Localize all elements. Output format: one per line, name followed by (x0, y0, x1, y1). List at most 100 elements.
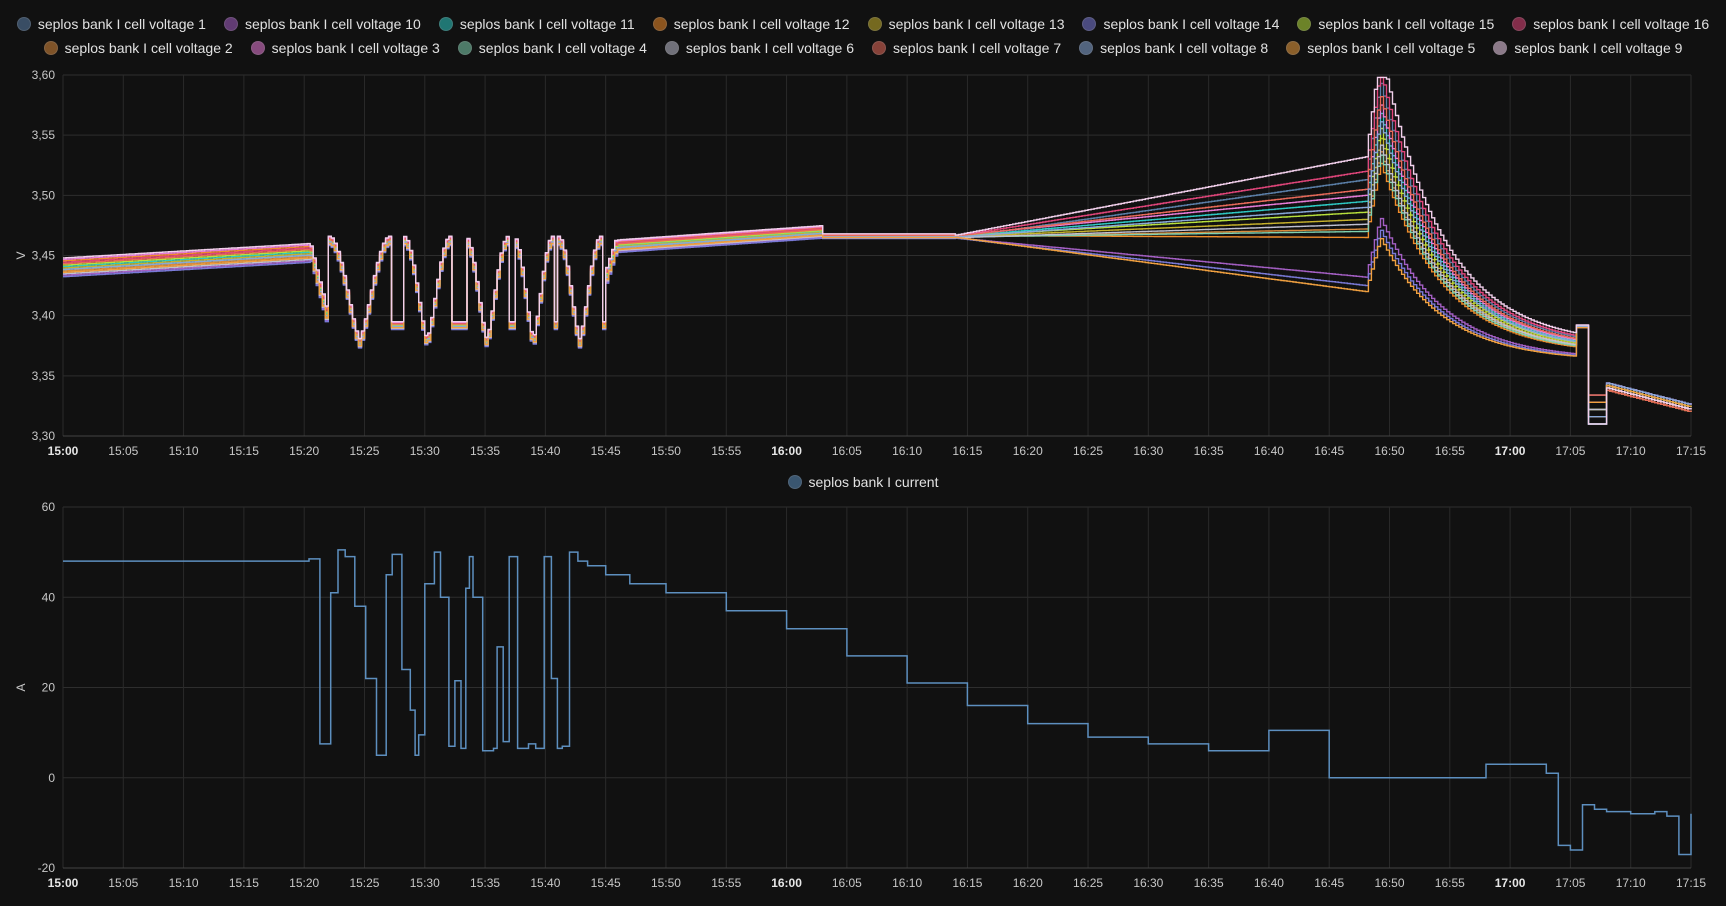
x-tick-label: 15:40 (530, 876, 560, 890)
x-tick-label: 15:35 (470, 444, 500, 458)
legend-swatch (1079, 41, 1094, 55)
x-tick-label: 16:00 (771, 444, 802, 458)
x-tick-label: 16:50 (1375, 876, 1405, 890)
legend-item[interactable]: seplos bank I cell voltage 11 (438, 16, 635, 32)
x-tick-label: 16:15 (952, 444, 982, 458)
x-tick-label: 16:25 (1073, 876, 1103, 890)
x-tick-label: 15:15 (229, 444, 259, 458)
legend-label: seplos bank I cell voltage 9 (1514, 40, 1683, 56)
legend-item[interactable]: seplos bank I cell voltage 8 (1079, 40, 1268, 56)
x-tick-label: 17:15 (1676, 444, 1706, 458)
x-tick-label: 16:40 (1254, 444, 1284, 458)
y-tick-label: 20 (42, 681, 56, 695)
x-tick-label: 15:50 (651, 444, 681, 458)
x-tick-label: 16:50 (1375, 444, 1405, 458)
legend-label: seplos bank I cell voltage 1 (37, 16, 206, 32)
legend-label: seplos bank I cell voltage 5 (1307, 40, 1476, 56)
y-tick-label: 3,55 (32, 128, 56, 142)
legend-swatch (1082, 17, 1097, 31)
x-tick-label: 15:25 (349, 444, 379, 458)
legend-item[interactable]: seplos bank I cell voltage 3 (250, 40, 440, 56)
legend-swatch (250, 41, 265, 55)
voltage-series-line (63, 121, 1692, 418)
x-tick-label: 15:10 (169, 876, 199, 890)
x-tick-label: 15:45 (591, 444, 621, 458)
legend-swatch (1286, 41, 1301, 55)
legend-swatch (872, 41, 886, 55)
x-tick-label: 17:10 (1616, 876, 1646, 890)
x-tick-label: 17:00 (1495, 876, 1526, 890)
legend-label: seplos bank I cell voltage 12 (673, 16, 850, 32)
legend-item[interactable]: seplos bank I current (787, 474, 939, 490)
x-tick-label: 16:10 (892, 876, 922, 890)
y-axis-label: V (14, 251, 28, 259)
x-tick-label: 15:00 (48, 444, 79, 458)
legend-item[interactable]: seplos bank I cell voltage 2 (43, 40, 233, 56)
x-tick-label: 16:55 (1435, 444, 1465, 458)
legend-label: seplos bank I cell voltage 7 (893, 40, 1062, 56)
x-tick-label: 16:20 (1013, 444, 1043, 458)
x-tick-label: 16:05 (832, 444, 862, 458)
x-tick-label: 16:35 (1194, 876, 1224, 890)
x-tick-label: 15:35 (470, 876, 500, 890)
voltage-series-line (63, 234, 1692, 408)
legend-swatch (43, 41, 58, 55)
x-tick-label: 17:05 (1555, 876, 1585, 890)
x-tick-label: 15:55 (711, 444, 741, 458)
x-tick-label: 16:30 (1133, 876, 1163, 890)
current-series-line (63, 549, 1692, 856)
x-tick-label: 15:00 (48, 876, 79, 890)
legend-swatch (867, 17, 882, 31)
y-axis-label: A (14, 683, 28, 691)
legend-item[interactable]: seplos bank I cell voltage 13 (867, 16, 1065, 32)
legend-item[interactable]: seplos bank I cell voltage 4 (457, 40, 647, 56)
x-tick-label: 15:45 (591, 876, 621, 890)
legend-item[interactable]: seplos bank I cell voltage 15 (1297, 16, 1494, 32)
voltage-series-group (63, 76, 1692, 425)
x-tick-label: 16:25 (1073, 444, 1103, 458)
legend-item[interactable]: seplos bank I cell voltage 7 (872, 40, 1061, 56)
voltage-series-line (63, 76, 1692, 425)
legend-item[interactable]: seplos bank I cell voltage 14 (1082, 16, 1279, 32)
x-tick-label: 15:05 (108, 876, 138, 890)
y-tick-label: -20 (38, 861, 56, 875)
x-tick-label: 15:15 (229, 876, 259, 890)
legend-swatch (664, 41, 679, 55)
legend-swatch (1512, 17, 1527, 31)
x-tick-label: 17:05 (1555, 444, 1585, 458)
x-tick-label: 17:00 (1495, 444, 1526, 458)
x-tick-label: 16:55 (1435, 876, 1465, 890)
x-tick-label: 16:45 (1314, 444, 1344, 458)
legend-label: seplos bank I cell voltage 13 (888, 16, 1065, 32)
x-tick-label: 15:55 (711, 876, 741, 890)
x-tick-label: 15:10 (169, 444, 199, 458)
x-tick-label: 15:20 (289, 876, 319, 890)
y-tick-label: 40 (42, 590, 56, 604)
legend-swatch (1297, 17, 1312, 31)
legend-label: seplos bank I cell voltage 16 (1533, 16, 1710, 32)
legend-label: seplos bank I cell voltage 15 (1318, 16, 1495, 32)
x-tick-label: 16:30 (1133, 444, 1163, 458)
x-tick-label: 16:40 (1254, 876, 1284, 890)
legend-item[interactable]: seplos bank I cell voltage 10 (223, 16, 421, 32)
x-tick-label: 15:40 (530, 444, 560, 458)
voltage-series-line (63, 162, 1692, 418)
y-tick-label: 3,35 (32, 369, 56, 383)
legend-item[interactable]: seplos bank I cell voltage 9 (1493, 40, 1682, 56)
legend-item[interactable]: seplos bank I cell voltage 16 (1512, 16, 1709, 32)
legend-item[interactable]: seplos bank I cell voltage 5 (1286, 40, 1475, 56)
chart-2-axes: -20 0 20 40 60 15:00 15:05 15:10 15:15 15:20 15:25… (14, 500, 1706, 890)
x-tick-label: 17:15 (1676, 876, 1706, 890)
legend-label: seplos bank I cell voltage 14 (1103, 16, 1280, 32)
chart-1-axes: 3,30 3,35 3,40 3,45 3,50 3,55 3,60 15:00 15:05 15… (14, 68, 1706, 458)
legend-label: seplos bank I cell voltage 2 (64, 40, 233, 56)
legend-item[interactable]: seplos bank I cell voltage 1 (16, 16, 206, 32)
legend-label: seplos bank I current (808, 474, 939, 490)
legend-item[interactable]: seplos bank I cell voltage 6 (664, 40, 854, 56)
legend-label: seplos bank I cell voltage 8 (1100, 40, 1269, 56)
x-tick-label: 16:20 (1013, 876, 1043, 890)
legend-label: seplos bank I cell voltage 6 (685, 40, 854, 56)
legend-swatch (652, 17, 667, 31)
y-tick-label: 3,40 (32, 309, 56, 323)
legend-item[interactable]: seplos bank I cell voltage 12 (652, 16, 850, 32)
